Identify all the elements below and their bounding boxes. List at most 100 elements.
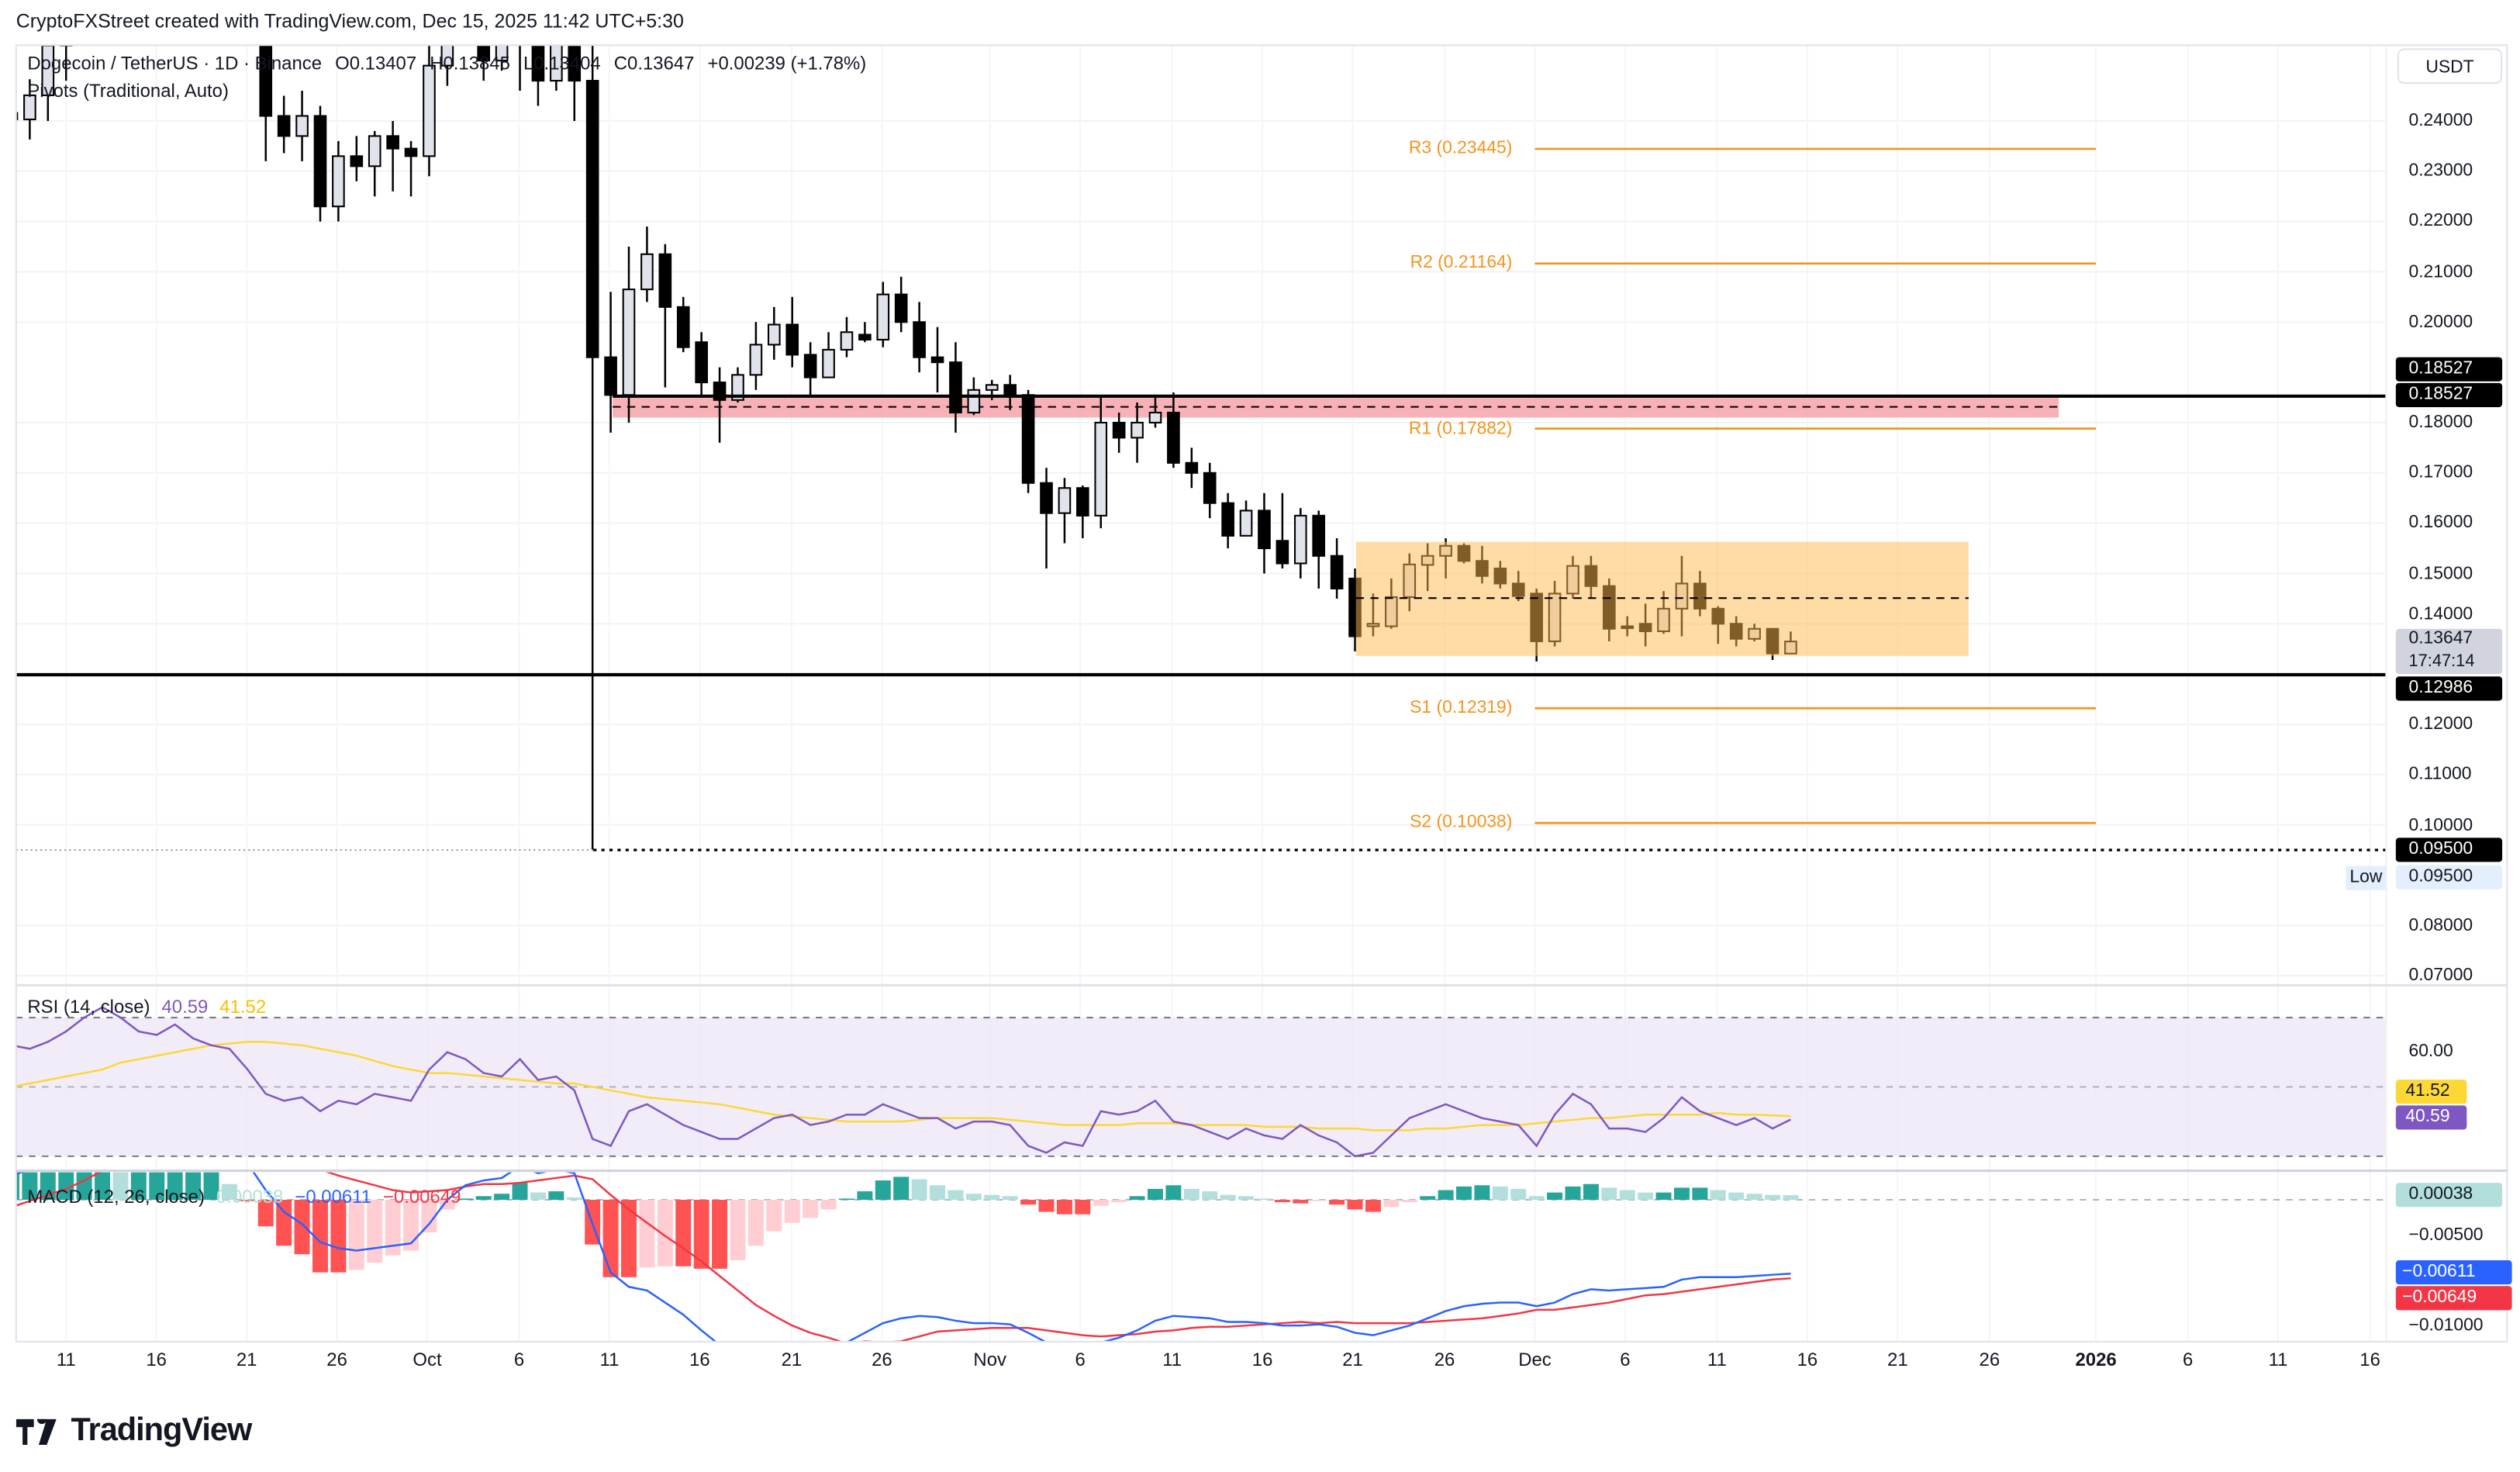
candle: [386, 120, 399, 192]
last-price: 0.13647: [2408, 628, 2473, 648]
bear-candle-body: [1112, 421, 1126, 439]
price-tick-label: 0.24000: [2408, 111, 2473, 131]
pivot-label: R1 (0.17882): [1408, 419, 1513, 439]
macd-histogram-bar: [747, 1199, 764, 1246]
resistance-line-badge: 0.18527: [2395, 382, 2503, 408]
macd-histogram-bar: [1746, 1194, 1762, 1200]
macd-histogram-bar: [1056, 1199, 1072, 1215]
macd-histogram-bar: [385, 1199, 401, 1256]
price-tick-label: 0.11000: [2408, 765, 2472, 785]
macd-histogram-bar: [1547, 1192, 1563, 1200]
candle: [1293, 508, 1307, 579]
bear-candle-body: [695, 341, 708, 384]
macd-histogram-bar: [421, 1199, 437, 1233]
candle: [1185, 447, 1199, 489]
price-tick-label: 0.07000: [2408, 966, 2473, 986]
date-tick-label: 6: [2182, 1351, 2194, 1371]
bull-candle-body: [985, 384, 999, 391]
bear-candle-body: [531, 45, 545, 82]
tradingview-logo[interactable]: TradingView: [16, 1412, 252, 1450]
bear-candle-body: [1076, 487, 1089, 517]
candle: [1276, 492, 1289, 568]
candle: [1021, 389, 1035, 493]
candle: [858, 322, 872, 343]
price-tick-label: 0.18000: [2408, 413, 2473, 433]
bull-candle-body: [640, 253, 654, 291]
macd-histogram-bar: [1329, 1199, 1345, 1205]
macd-histogram-bar: [1365, 1199, 1381, 1212]
pivot-label: R2 (0.21164): [1410, 254, 1513, 274]
macd-histogram-bar: [1111, 1199, 1127, 1203]
macd-histogram-bar: [439, 1199, 455, 1210]
macd-histogram-bar: [1528, 1196, 1545, 1200]
candle: [585, 45, 599, 851]
macd-histogram-bar: [312, 1199, 328, 1273]
macd-histogram-bar: [530, 1192, 546, 1200]
macd-histogram-bar: [984, 1194, 1000, 1200]
rsi-legend[interactable]: RSI (14, close) 40.59 41.52: [27, 998, 266, 1018]
macd-histogram-bar: [1093, 1199, 1109, 1206]
macd-histogram-bar: [1728, 1192, 1745, 1200]
date-tick-label: 21: [1887, 1351, 1908, 1371]
macd-signal-value: −0.00649: [382, 1188, 461, 1208]
macd-hist-badge: 0.00038: [2395, 1183, 2503, 1208]
price-tick-label: 0.12000: [2408, 714, 2473, 734]
macd-legend[interactable]: MACD (12, 26, close) 0.00038 −0.00611 −0…: [27, 1188, 461, 1208]
price-tick-label: 0.23000: [2408, 161, 2473, 181]
candle: [1148, 395, 1162, 428]
macd-histogram-bar: [1601, 1187, 1617, 1200]
candle: [1131, 403, 1144, 463]
candle: [404, 140, 418, 197]
date-tick-label: 16: [689, 1351, 710, 1371]
candle: [1330, 538, 1344, 599]
bull-candle-body: [876, 293, 890, 341]
macd-histogram-bar: [857, 1191, 873, 1200]
macd-histogram-bar: [1438, 1190, 1454, 1200]
date-tick-label: 11: [1707, 1351, 1727, 1371]
candle: [695, 332, 708, 398]
date-tick-label: 26: [1434, 1351, 1455, 1371]
macd-histogram-bar: [1655, 1192, 1672, 1200]
ohlc-open: O0.13407: [335, 54, 417, 74]
date-tick-label: 6: [513, 1351, 525, 1371]
candle: [894, 276, 908, 333]
macd-histogram-bar: [1492, 1186, 1508, 1200]
candle: [731, 367, 744, 403]
date-tick-label: 26: [1979, 1351, 2000, 1371]
candle: [83, 45, 85, 46]
candle: [295, 91, 309, 161]
currency-selector[interactable]: USDT: [2397, 48, 2503, 85]
candle: [495, 45, 509, 71]
macd-histogram-bar: [185, 1172, 202, 1200]
macd-line: [16, 1172, 1791, 1342]
price-tick-label: 0.21000: [2408, 261, 2473, 282]
macd-histogram-bar: [1293, 1199, 1309, 1204]
macd-histogram-bar: [1274, 1199, 1290, 1203]
macd-histogram-bar: [1183, 1188, 1200, 1200]
price-tick-label: 0.15000: [2408, 563, 2473, 583]
candle: [332, 140, 345, 222]
candle: [785, 296, 799, 368]
macd-axis-tick: −0.00500: [2408, 1225, 2484, 1246]
ohlc-high: H0.13845: [430, 54, 510, 74]
bear-candle-body: [1203, 472, 1217, 504]
pivots-indicator-legend[interactable]: Pivots (Traditional, Auto): [27, 82, 229, 102]
price-tick-label: 0.10000: [2408, 815, 2473, 835]
macd-histogram-bar: [1020, 1199, 1037, 1205]
bull-candle-body: [840, 331, 854, 351]
macd-line-value: −0.00611: [295, 1188, 371, 1208]
macd-histogram-bar: [1420, 1196, 1436, 1200]
date-tick-label: 2026: [2075, 1351, 2117, 1371]
bear-candle-body: [1040, 482, 1053, 514]
date-tick-label: 26: [326, 1351, 347, 1371]
candle: [1112, 412, 1126, 453]
macd-histogram-bar: [1619, 1190, 1635, 1200]
macd-histogram-bar: [276, 1199, 292, 1246]
bear-candle-body: [803, 354, 817, 378]
symbol-legend[interactable]: Dogecoin / TetherUS · 1D · Binance O0.13…: [27, 55, 874, 74]
bull-candle-body: [1293, 514, 1307, 565]
candle: [550, 45, 563, 92]
bull-candle-body: [822, 348, 835, 378]
macd-axis-tick: −0.01000: [2408, 1315, 2484, 1336]
